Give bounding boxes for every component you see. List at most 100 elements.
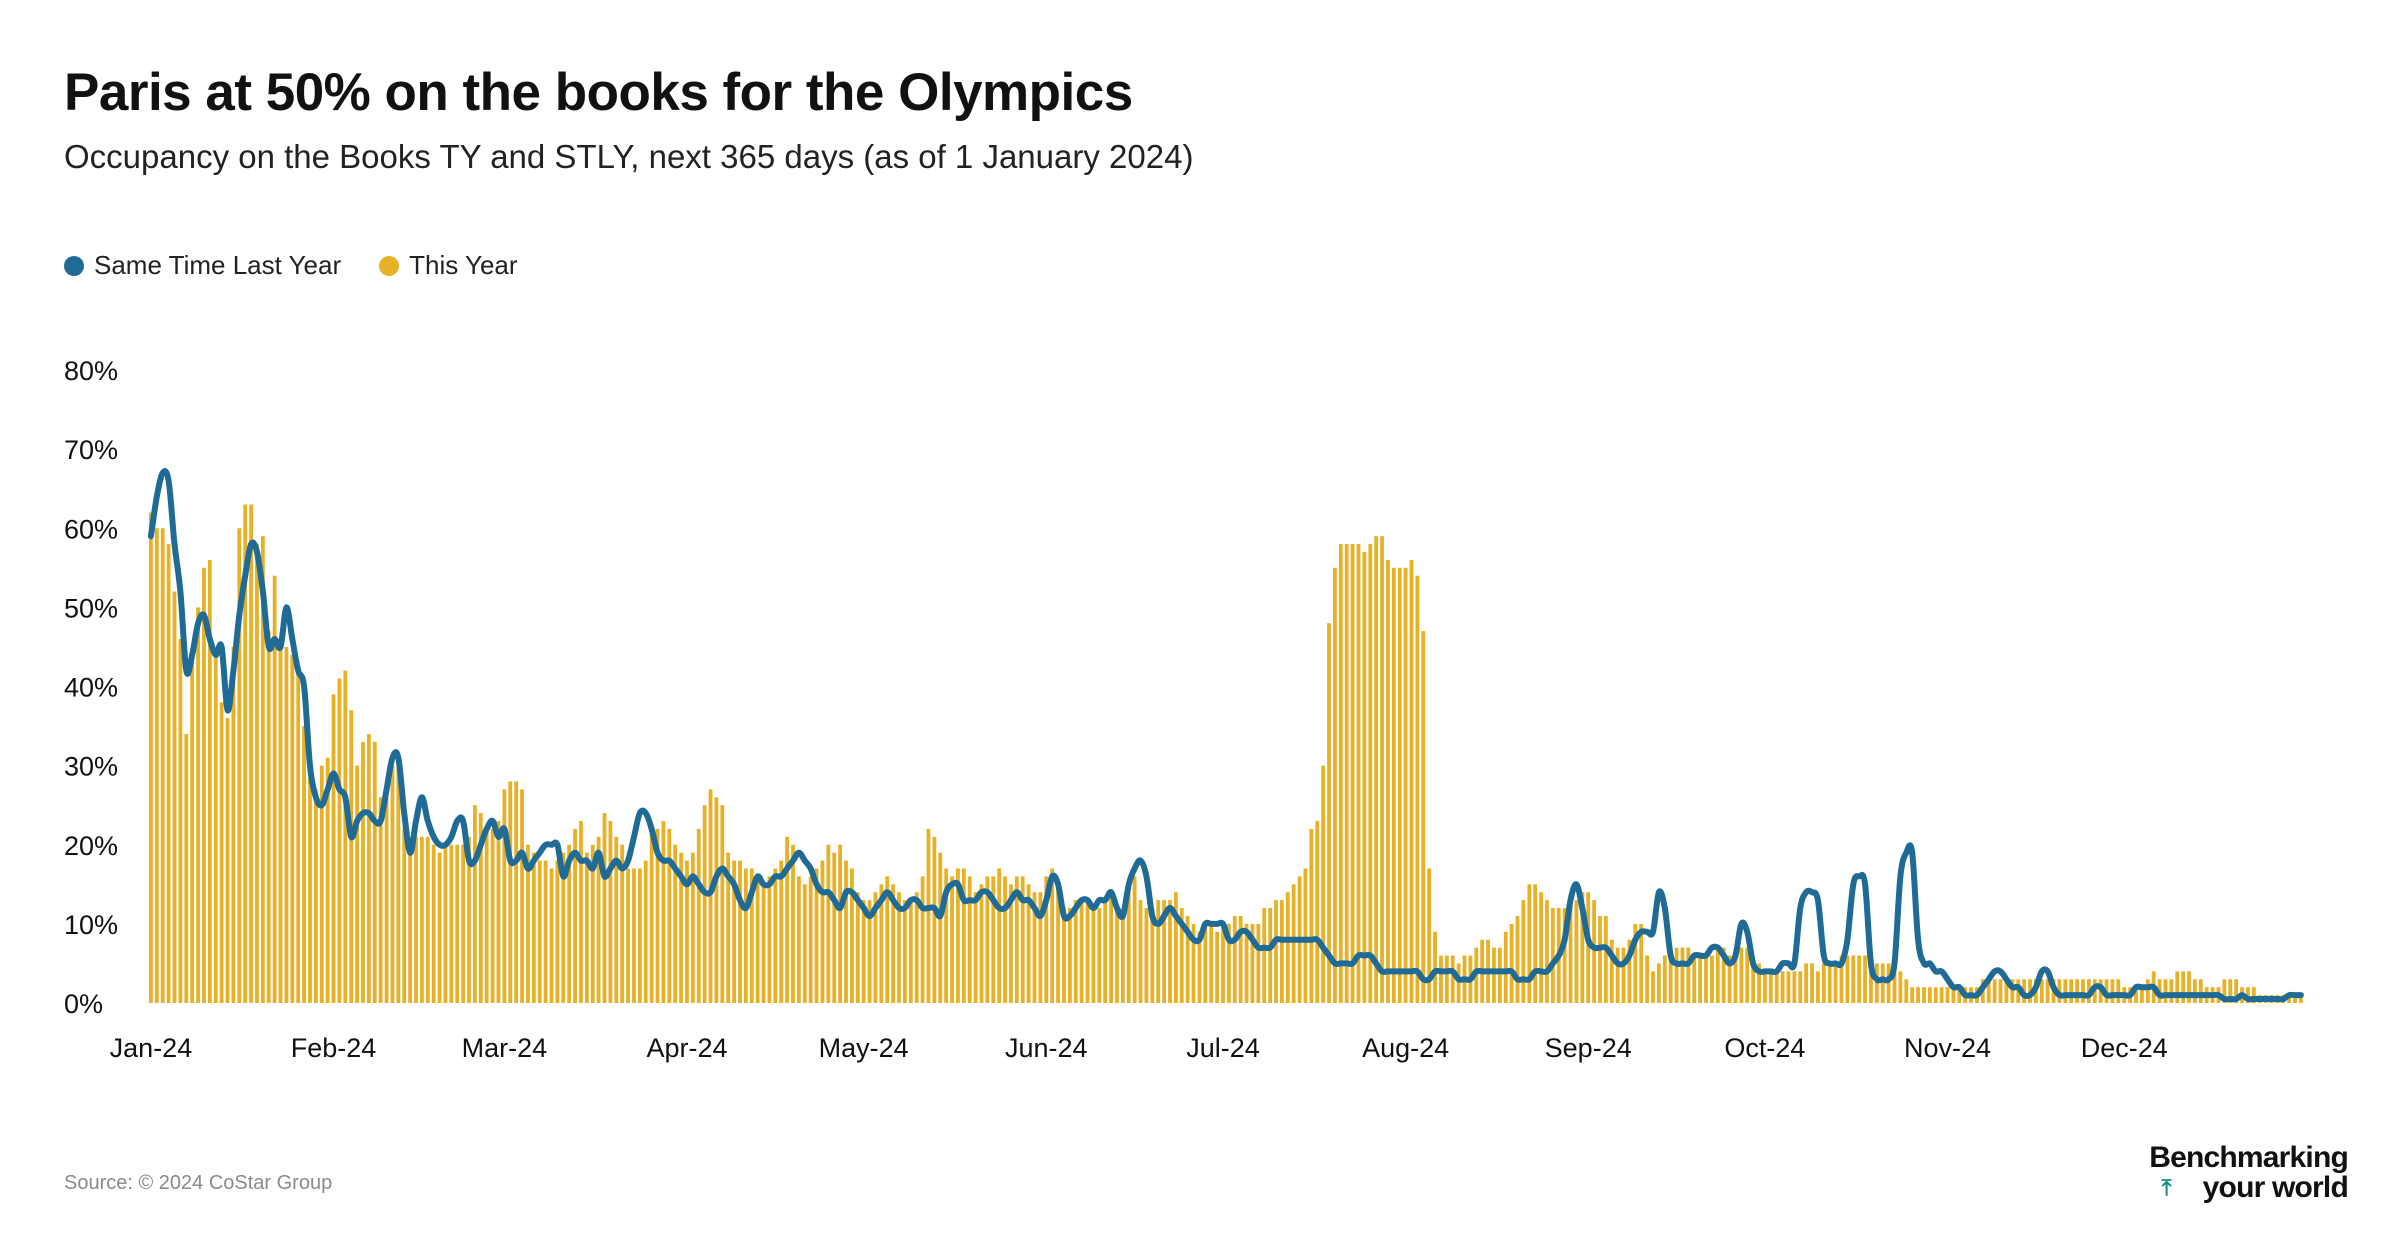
bar-this-year	[1633, 923, 1638, 1003]
bar-this-year	[1368, 544, 1373, 1003]
bar-this-year	[1733, 955, 1738, 1003]
bar-this-year	[1704, 955, 1708, 1003]
bar-this-year	[2039, 979, 2044, 1003]
bar-this-year	[2075, 979, 2079, 1003]
bar-this-year	[1927, 987, 1932, 1003]
bar-this-year	[1191, 923, 1196, 1003]
bar-this-year	[290, 654, 295, 1003]
bar-this-year	[1421, 631, 1426, 1003]
bar-this-year	[484, 828, 489, 1003]
bar-this-year	[1686, 947, 1691, 1003]
bar-this-year	[797, 876, 801, 1003]
bar-this-year	[449, 844, 454, 1003]
bar-this-year	[1173, 892, 1178, 1003]
bar-this-year	[237, 528, 242, 1003]
bar-this-year	[531, 852, 536, 1003]
bar-this-year	[255, 544, 259, 1003]
bar-this-year	[402, 828, 407, 1003]
bar-this-year	[1038, 892, 1043, 1003]
bar-this-year	[991, 876, 996, 1003]
bar-this-year	[738, 860, 742, 1003]
bar-this-year	[685, 860, 689, 1003]
bar-this-year	[1869, 963, 1873, 1003]
bar-this-year	[1338, 544, 1343, 1003]
bar-this-year	[1645, 955, 1649, 1003]
bar-this-year	[944, 868, 949, 1003]
y-tick-label: 10%	[64, 910, 118, 940]
bar-this-year	[743, 868, 748, 1003]
bar-this-year	[1527, 884, 1532, 1003]
bar-this-year	[767, 876, 772, 1003]
bar-this-year	[1456, 963, 1461, 1003]
bar-this-year	[1262, 908, 1267, 1003]
bar-this-year	[903, 900, 907, 1003]
bar-this-year	[637, 868, 642, 1003]
bar-this-year	[626, 868, 630, 1003]
bar-this-year	[219, 702, 224, 1003]
bar-this-year	[1362, 551, 1367, 1003]
line-stly	[147, 468, 2304, 1003]
bar-this-year	[1639, 923, 1644, 1003]
bar-this-year	[1397, 567, 1402, 1003]
bar-this-year	[749, 868, 754, 1003]
bar-this-year	[207, 559, 212, 1003]
bar-this-year	[2175, 971, 2180, 1003]
bar-this-year	[1609, 939, 1614, 1003]
bar-this-year	[1562, 908, 1567, 1003]
bar-this-year	[1821, 963, 1826, 1003]
bar-this-year	[573, 828, 577, 1003]
bar-this-year	[455, 844, 460, 1003]
bar-this-year	[520, 789, 524, 1003]
bar-this-year	[932, 836, 937, 1003]
bar-this-year	[938, 852, 943, 1003]
bar-this-year	[1144, 908, 1149, 1003]
bar-this-year	[608, 821, 613, 1003]
legend-marker-ty	[379, 255, 400, 276]
bar-this-year	[467, 836, 471, 1003]
bar-this-year	[378, 797, 383, 1003]
bar-this-year	[1533, 884, 1538, 1003]
bar-this-year	[2110, 979, 2115, 1003]
bar-this-year	[2193, 979, 2197, 1003]
x-tick-label: Jul-24	[1186, 1033, 1260, 1063]
bar-this-year	[791, 844, 795, 1003]
bar-this-year	[243, 504, 248, 1003]
bar-this-year	[1580, 892, 1585, 1003]
bar-this-year	[1550, 908, 1555, 1003]
bar-this-year	[172, 591, 177, 1003]
bar-this-year	[149, 512, 153, 1003]
brand-line2-row: ⤒ your world	[2149, 1173, 2349, 1203]
bar-this-year	[1727, 955, 1732, 1003]
bar-this-year	[319, 765, 324, 1003]
bar-this-year	[349, 710, 354, 1003]
bar-this-year	[1816, 971, 1820, 1003]
bar-this-year	[850, 868, 854, 1003]
bar-this-year	[1839, 955, 1844, 1003]
bar-this-year	[1209, 923, 1214, 1003]
bar-this-year	[1503, 931, 1508, 1003]
bar-this-year	[2187, 971, 2191, 1003]
bar-this-year	[154, 528, 159, 1003]
x-tick-label: Dec-24	[2081, 1033, 2168, 1063]
bar-this-year	[820, 860, 825, 1003]
bar-this-year	[1898, 971, 1903, 1003]
bar-this-year	[2299, 995, 2303, 1003]
bar-this-year	[1698, 955, 1703, 1003]
bar-this-year	[1598, 915, 1602, 1003]
bar-this-year	[950, 876, 954, 1003]
bar-this-year	[420, 836, 424, 1003]
bar-this-year	[1715, 947, 1720, 1003]
bar-this-year	[661, 821, 666, 1003]
bar-this-year	[166, 544, 171, 1003]
bar-this-year	[2145, 979, 2150, 1003]
bar-this-year	[655, 828, 660, 1003]
bar-this-year	[690, 852, 695, 1003]
bar-this-year	[1244, 923, 1249, 1003]
bar-this-year	[1109, 892, 1113, 1003]
bar-this-year	[2063, 979, 2068, 1003]
bar-this-year	[1268, 908, 1273, 1003]
bar-this-year	[1020, 876, 1025, 1003]
bar-this-year	[1651, 971, 1655, 1003]
bar-this-year	[579, 821, 583, 1003]
bar-this-year	[508, 781, 513, 1003]
